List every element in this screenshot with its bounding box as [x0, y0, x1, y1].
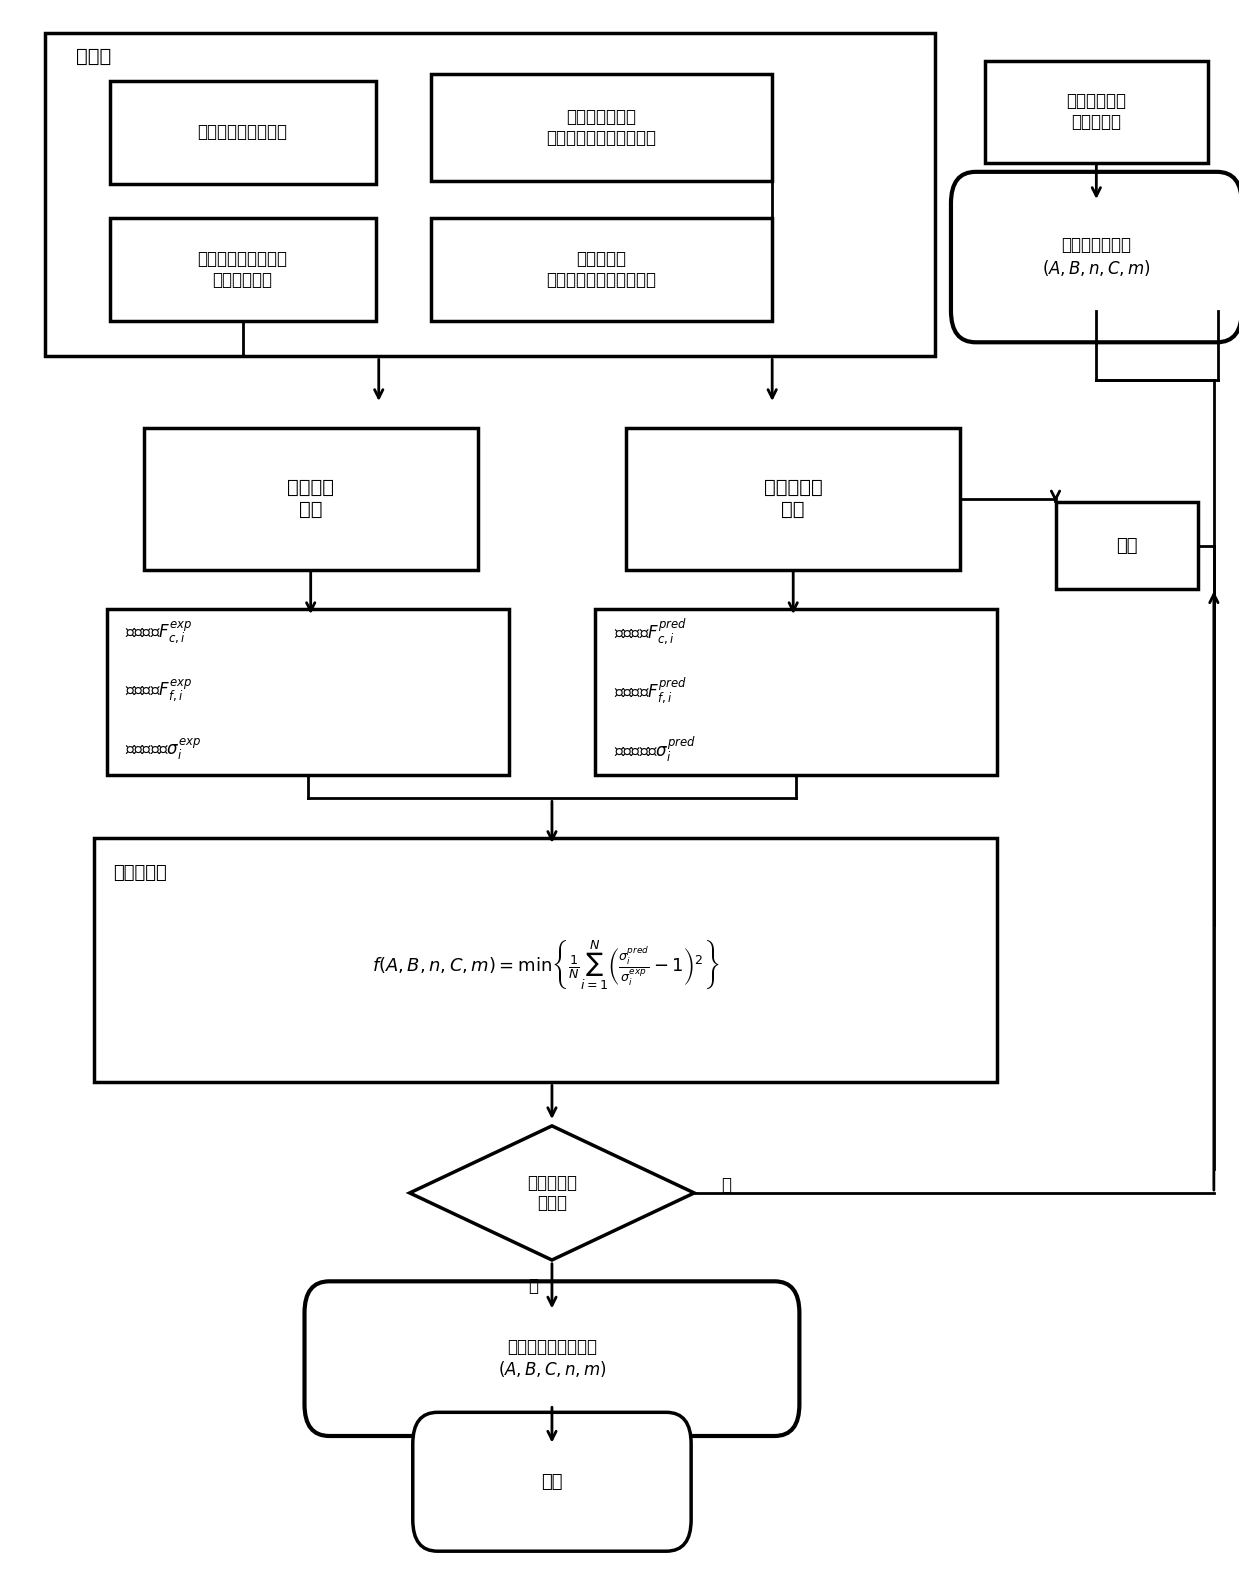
Text: 管料工件、直角切削
刀片、测力仪: 管料工件、直角切削 刀片、测力仪 [197, 250, 288, 289]
Text: 结束: 结束 [541, 1473, 563, 1491]
Text: 迭代: 迭代 [1116, 538, 1138, 555]
Bar [626, 427, 960, 569]
FancyBboxPatch shape [305, 1281, 800, 1436]
Text: 是否满足给
定误差: 是否满足给 定误差 [527, 1173, 577, 1213]
Text: 切削参数：
切削速度、进给量、切深: 切削参数： 切削速度、进给量、切深 [547, 250, 656, 289]
Bar [109, 218, 376, 321]
Text: 输出材料本构参数：
$(A,B,C,n,m)$: 输出材料本构参数： $(A,B,C,n,m)$ [497, 1338, 606, 1379]
Text: 进给力：$F_{f,i}^{pred}$: 进给力：$F_{f,i}^{pred}$ [614, 677, 687, 705]
Bar [595, 609, 997, 775]
Text: 材料本构参数：
$(A,B,n,C,m)$: 材料本构参数： $(A,B,n,C,m)$ [1042, 237, 1151, 278]
Text: 流动应力：$\sigma_i^{exp}$: 流动应力：$\sigma_i^{exp}$ [125, 737, 201, 762]
Bar [109, 81, 376, 183]
Bar [985, 60, 1208, 163]
Text: 刀具材料及几何参数: 刀具材料及几何参数 [197, 123, 288, 141]
Polygon shape [409, 1126, 694, 1260]
Text: 切削力：$F_{c,i}^{pred}$: 切削力：$F_{c,i}^{pred}$ [614, 618, 687, 647]
Text: 切削力：$F_{c,i}^{exp}$: 切削力：$F_{c,i}^{exp}$ [125, 620, 192, 645]
Bar [94, 838, 997, 1083]
Text: 流动应力：$\sigma_i^{pred}$: 流动应力：$\sigma_i^{pred}$ [614, 735, 696, 764]
Text: 输入：: 输入： [76, 47, 110, 66]
FancyBboxPatch shape [951, 172, 1240, 341]
Bar [432, 218, 771, 321]
Text: 目标函数：: 目标函数： [113, 863, 166, 882]
Bar [432, 74, 771, 182]
Bar [1056, 503, 1198, 590]
Text: 是: 是 [528, 1276, 538, 1295]
Bar [45, 33, 935, 356]
Text: 直角切削
实验: 直角切削 实验 [288, 477, 335, 519]
FancyBboxPatch shape [413, 1412, 691, 1551]
Text: 否: 否 [722, 1176, 732, 1194]
Text: $f\left(A,B,n,C,m\right)=\min\left\{\frac{1}{N}\sum_{i=1}^{N}\left(\frac{\sigma_: $f\left(A,B,n,C,m\right)=\min\left\{\fra… [372, 936, 719, 991]
Bar [144, 427, 477, 569]
Text: 切削力解析
模型: 切削力解析 模型 [764, 477, 822, 519]
Bar [107, 609, 508, 775]
Text: 初值：压缩实
验辨识参数: 初值：压缩实 验辨识参数 [1066, 92, 1126, 131]
Text: 工件材料特性：
比热容，热传导率，熔点: 工件材料特性： 比热容，热传导率，熔点 [547, 108, 656, 147]
Text: 进给力：$F_{f,i}^{exp}$: 进给力：$F_{f,i}^{exp}$ [125, 678, 192, 704]
